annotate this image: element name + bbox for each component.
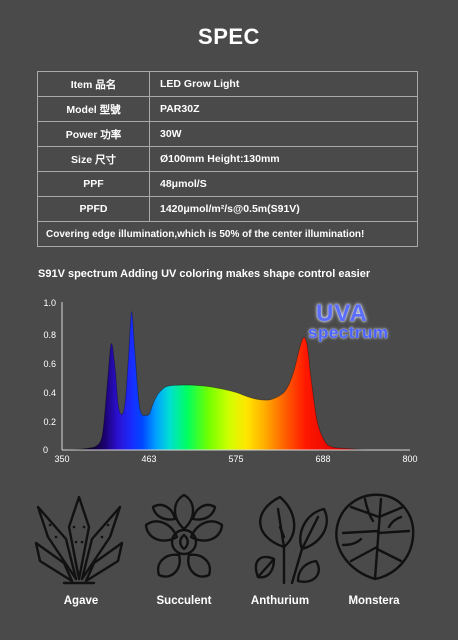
spec-value: LED Grow Light (149, 71, 418, 97)
spec-key: Item 品名 (37, 71, 150, 97)
spec-note-row: Covering edge illumination,which is 50% … (37, 221, 418, 247)
spec-row: PPF 48μmol/S (37, 171, 418, 197)
spec-key: PPFD (37, 196, 150, 222)
x-tick-label: 800 (402, 454, 417, 464)
y-tick-label: 0 (43, 445, 48, 455)
x-tick-label: 350 (54, 454, 69, 464)
chart-title: S91V spectrum Adding UV coloring makes s… (38, 268, 371, 280)
spec-row: Item 品名 LED Grow Light (37, 71, 418, 97)
spec-key: Model 型號 (37, 96, 150, 122)
spectrum-line (61, 311, 410, 451)
spectrum-area (62, 311, 410, 450)
spec-row: Size 尺寸 Ø100mm Height:130mm (37, 146, 418, 172)
y-tick-label: 0.2 (43, 417, 56, 427)
spectrum-chart: 0 0.2 0.4 0.6 0.8 1.0 350 463 575 688 80… (43, 298, 418, 464)
uva-badge-line2: spectrum (308, 323, 389, 342)
x-tick-label: 688 (315, 454, 330, 464)
spec-row: Power 功率 30W (37, 121, 418, 147)
x-tick-label: 575 (228, 454, 243, 464)
spec-key: PPF (37, 171, 150, 197)
x-ticks: 350 463 575 688 800 (54, 454, 417, 464)
spec-row: Model 型號 PAR30Z (37, 96, 418, 122)
page-title: SPEC (198, 24, 260, 49)
spec-value: 1420μmol/m²/s@0.5m(S91V) (149, 196, 418, 222)
spec-value: 30W (149, 121, 418, 147)
spec-key: Size 尺寸 (37, 146, 150, 172)
spec-value: PAR30Z (149, 96, 418, 122)
y-tick-label: 0.4 (43, 388, 56, 398)
agave-icon (34, 495, 124, 585)
plant-label-monstera: Monstera (348, 595, 400, 607)
spec-note: Covering edge illumination,which is 50% … (37, 221, 418, 247)
monstera-icon (335, 493, 415, 581)
plant-label-agave: Agave (63, 595, 99, 607)
x-tick-label: 463 (141, 454, 156, 464)
y-ticks: 0 0.2 0.4 0.6 0.8 1.0 (43, 298, 56, 455)
anthurium-icon (254, 495, 328, 585)
y-tick-label: 0.8 (43, 330, 56, 340)
succulent-icon (144, 493, 224, 578)
plant-label-anthurium: Anthurium (250, 595, 310, 607)
uva-badge-line1: UVA (316, 300, 368, 327)
spec-row: PPFD 1420μmol/m²/s@0.5m(S91V) (37, 196, 418, 222)
y-tick-label: 1.0 (43, 298, 56, 308)
spec-table: Item 品名 LED Grow Light Model 型號 PAR30Z P… (37, 71, 418, 247)
y-tick-label: 0.6 (43, 359, 56, 369)
spec-value: 48μmol/S (149, 171, 418, 197)
spec-value: Ø100mm Height:130mm (149, 146, 418, 172)
plant-label-succulent: Succulent (156, 595, 212, 607)
spec-key: Power 功率 (37, 121, 150, 147)
